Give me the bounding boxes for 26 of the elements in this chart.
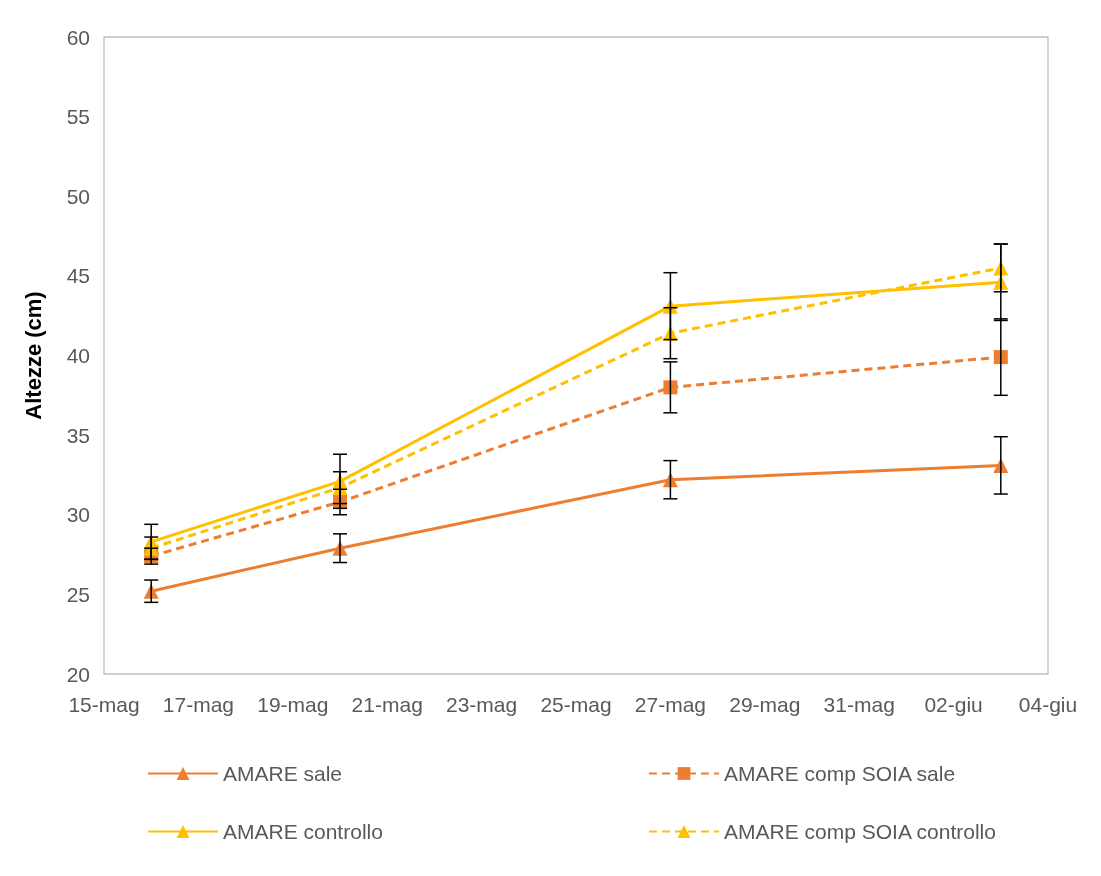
x-tick-label: 21-mag [351,693,423,716]
x-tick-label: 29-mag [729,693,801,716]
point [663,380,678,395]
x-tick-label: 31-mag [823,693,895,716]
y-tick-label: 45 [66,264,90,288]
y-tick-label: 40 [66,344,90,367]
y-tick-label: 35 [66,423,90,447]
y-tick-label: 25 [66,582,90,606]
legend-label: AMARE comp SOIA sale [724,762,956,785]
x-tick-label: 17-mag [162,693,234,716]
x-tick-label: 02-giu [924,693,983,716]
x-tick-label: 23-mag [446,693,518,716]
y-axis-title: Altezze (cm) [20,291,46,420]
x-tick-label: 27-mag [634,693,706,716]
legend-label: AMARE comp SOIA controllo [724,820,996,843]
x-tick-label: 25-mag [540,693,612,716]
legend-label: AMARE sale [223,762,343,785]
x-tick-label: 19-mag [257,693,329,716]
x-tick-label: 15-mag [68,693,140,716]
y-tick-label: 30 [66,503,90,527]
y-tick-label: 60 [66,25,90,49]
y-tick-label: 55 [66,105,90,129]
x-tick-label: 04-giu [1018,693,1078,716]
y-tick-label: 20 [66,662,90,686]
y-tick-label: 50 [66,184,90,208]
legend-label: AMARE controllo [223,820,383,843]
